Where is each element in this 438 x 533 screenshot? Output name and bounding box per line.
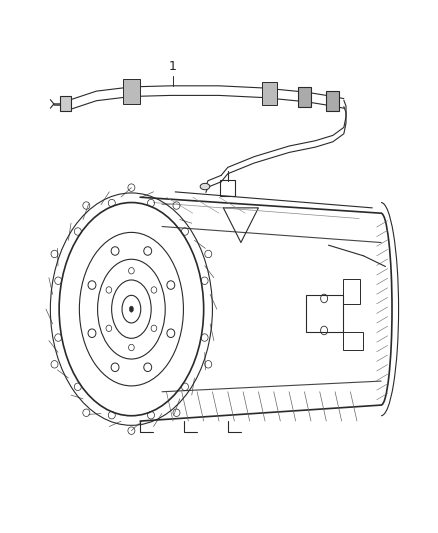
FancyBboxPatch shape bbox=[123, 79, 140, 104]
FancyBboxPatch shape bbox=[60, 96, 71, 111]
Text: 1: 1 bbox=[169, 60, 177, 73]
FancyBboxPatch shape bbox=[298, 87, 311, 107]
FancyBboxPatch shape bbox=[326, 91, 339, 111]
Ellipse shape bbox=[200, 183, 210, 190]
FancyBboxPatch shape bbox=[262, 82, 277, 104]
Ellipse shape bbox=[129, 306, 134, 312]
